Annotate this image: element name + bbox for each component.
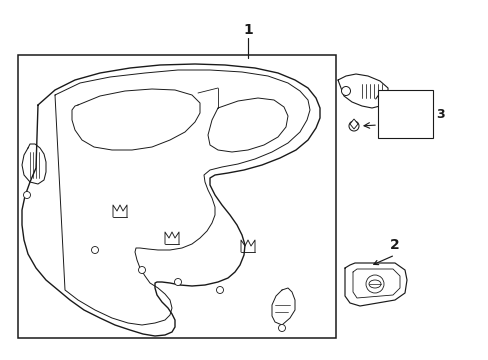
Circle shape	[341, 86, 350, 95]
Circle shape	[138, 266, 145, 274]
Text: 2: 2	[389, 238, 399, 252]
Text: 3: 3	[435, 108, 444, 121]
Circle shape	[91, 247, 98, 253]
Bar	[377, 90, 432, 138]
Circle shape	[174, 279, 181, 285]
Bar	[18, 55, 335, 338]
Circle shape	[23, 192, 30, 198]
Circle shape	[216, 287, 223, 293]
Circle shape	[278, 324, 285, 332]
Text: 1: 1	[243, 23, 252, 37]
Polygon shape	[349, 119, 357, 129]
Circle shape	[348, 121, 358, 131]
